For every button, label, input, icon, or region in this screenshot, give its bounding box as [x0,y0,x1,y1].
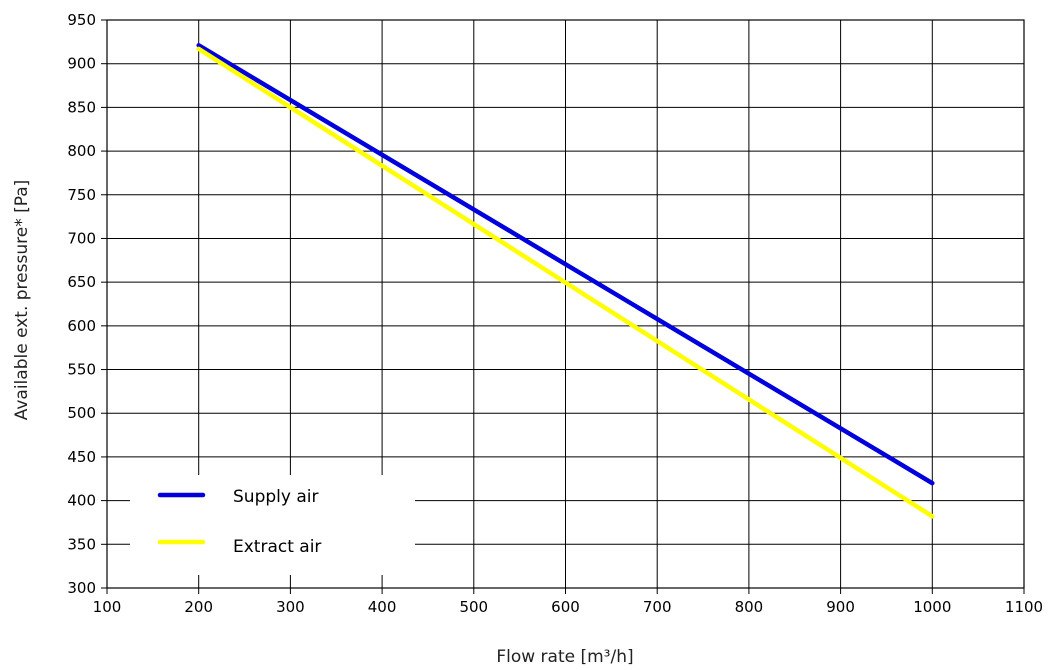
x-tick-label: 1100 [1005,598,1043,616]
y-tick-label: 650 [67,273,96,291]
y-tick-label: 350 [67,535,96,553]
y-tick-label: 600 [67,317,96,335]
y-tick-label: 700 [67,229,96,247]
legend: Supply air Extract air [130,475,415,575]
x-tick-label: 600 [551,598,580,616]
y-tick-label: 850 [67,98,96,116]
x-tick-label: 700 [643,598,672,616]
y-axis-title: Available ext. pressure* [Pa] [12,180,32,421]
y-tick-label: 550 [67,361,96,379]
x-tick-label: 900 [826,598,855,616]
y-tick-label: 800 [67,142,96,160]
y-tick-label: 750 [67,186,96,204]
x-tick-label: 500 [459,598,488,616]
x-tick-label: 300 [276,598,305,616]
legend-label-supply-air: Supply air [233,487,318,507]
y-tick-label: 900 [67,55,96,73]
y-tick-label: 950 [67,11,96,29]
y-tick-label: 500 [67,404,96,422]
y-tick-label: 300 [67,579,96,597]
x-tick-label: 800 [735,598,764,616]
legend-label-extract-air: Extract air [233,537,321,557]
y-tick-label: 400 [67,492,96,510]
x-tick-label: 400 [368,598,397,616]
x-tick-label: 1000 [913,598,951,616]
x-tick-label: 200 [184,598,213,616]
y-tick-label: 450 [67,448,96,466]
x-tick-label: 100 [93,598,122,616]
x-axis-title: Flow rate [m³/h] [496,647,633,667]
